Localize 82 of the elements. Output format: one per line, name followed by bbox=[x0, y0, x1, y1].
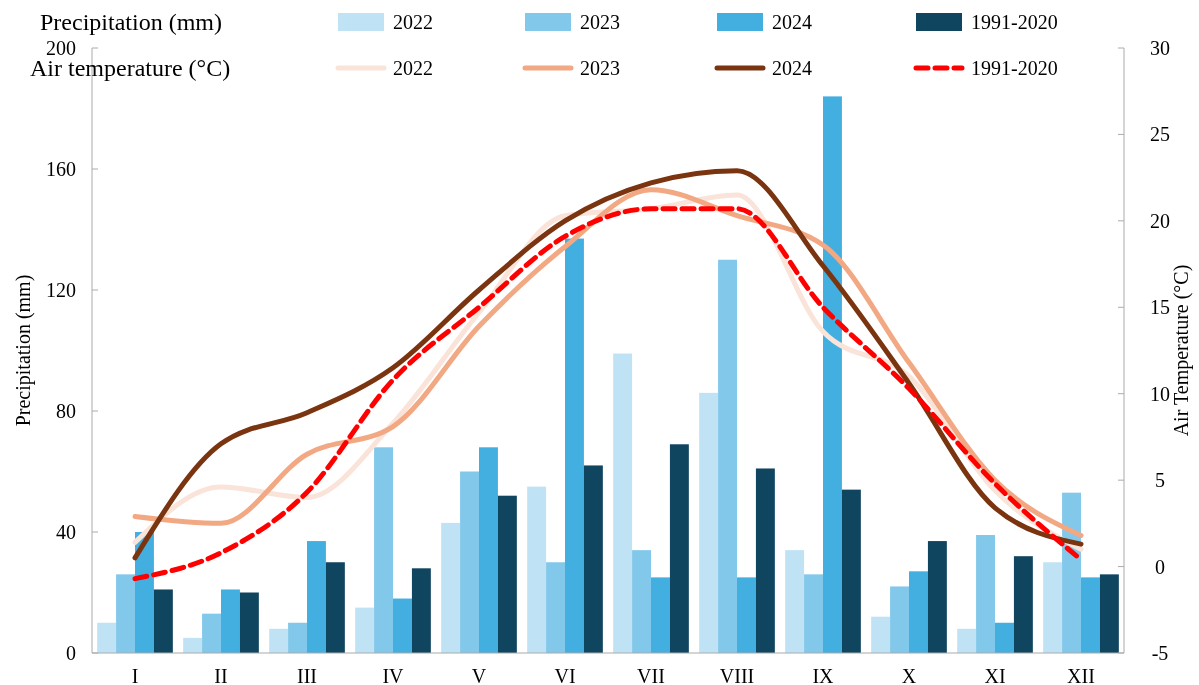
bar bbox=[823, 96, 842, 653]
bar bbox=[288, 622, 307, 653]
bar bbox=[927, 541, 947, 653]
bar bbox=[355, 607, 375, 653]
bar bbox=[479, 447, 498, 653]
y2-tick-label: 5 bbox=[1155, 469, 1165, 492]
y-tick-label: 0 bbox=[66, 642, 76, 664]
legend-label: 2022 bbox=[393, 11, 433, 33]
bar bbox=[785, 550, 805, 653]
bar bbox=[699, 392, 719, 653]
legend-label: 2024 bbox=[772, 11, 812, 33]
bar bbox=[718, 259, 737, 653]
bar bbox=[497, 495, 517, 653]
bar bbox=[202, 613, 221, 653]
x-tick-label: I bbox=[131, 665, 139, 685]
bar bbox=[527, 486, 547, 653]
x-tick-label: XII bbox=[1067, 665, 1095, 685]
bar bbox=[374, 447, 393, 653]
y2-tick-label: 15 bbox=[1150, 296, 1170, 319]
bar bbox=[546, 562, 565, 653]
bar bbox=[737, 577, 756, 653]
legend-label: 2023 bbox=[580, 57, 620, 79]
bar bbox=[755, 468, 775, 653]
bar bbox=[669, 444, 689, 653]
bar bbox=[995, 622, 1014, 653]
y2-tick-label: 20 bbox=[1150, 209, 1170, 232]
x-tick-label: VIII bbox=[719, 665, 755, 685]
y-axis-title: Precipitation (mm) bbox=[12, 274, 35, 427]
bar bbox=[890, 586, 909, 653]
bar bbox=[565, 238, 584, 653]
text: Precipitation (mm) bbox=[40, 9, 222, 36]
bar bbox=[269, 628, 289, 653]
y-tick-label: 160 bbox=[46, 158, 76, 180]
y2-tick-label: 10 bbox=[1150, 382, 1170, 405]
bar bbox=[957, 628, 977, 653]
bar bbox=[153, 589, 173, 653]
y2-tick-label: 30 bbox=[1150, 37, 1170, 59]
x-tick-label: IX bbox=[812, 665, 835, 685]
x-tick-label: VII bbox=[637, 665, 665, 685]
bar bbox=[307, 541, 326, 653]
bar bbox=[1013, 556, 1033, 653]
x-tick-label: V bbox=[471, 665, 487, 685]
bar bbox=[441, 522, 461, 653]
bar bbox=[221, 589, 240, 653]
bar bbox=[1099, 574, 1119, 653]
bar bbox=[651, 577, 670, 653]
legend-label: 2024 bbox=[772, 57, 812, 79]
legend-label: 2022 bbox=[393, 57, 433, 79]
bar bbox=[460, 471, 479, 653]
y-tick-label: 80 bbox=[56, 400, 76, 422]
bar bbox=[613, 353, 633, 653]
bar bbox=[909, 571, 928, 653]
x-tick-label: III bbox=[297, 665, 317, 685]
bar bbox=[804, 574, 823, 653]
x-tick-label: IV bbox=[382, 665, 405, 685]
y-tick-label: 120 bbox=[46, 279, 76, 301]
legend-label: 2023 bbox=[580, 11, 620, 33]
bar bbox=[183, 637, 203, 653]
bar bbox=[116, 574, 135, 653]
bar bbox=[1043, 562, 1063, 653]
y2-tick-label: 0 bbox=[1155, 555, 1165, 578]
x-tick-label: VI bbox=[554, 665, 576, 685]
bar bbox=[583, 465, 603, 653]
y2-tick-label: 25 bbox=[1150, 123, 1170, 146]
x-tick-label: XI bbox=[984, 665, 1006, 685]
bar bbox=[97, 622, 117, 653]
y2-axis-title: Air Temperature (°C) bbox=[1170, 264, 1193, 437]
bar bbox=[1081, 577, 1100, 653]
bar bbox=[325, 562, 345, 653]
bar bbox=[976, 535, 995, 653]
bar bbox=[239, 592, 259, 653]
bar bbox=[393, 598, 412, 653]
x-tick-label: X bbox=[901, 665, 917, 685]
y2-tick-label: -5 bbox=[1151, 642, 1169, 664]
bar bbox=[871, 616, 891, 653]
x-tick-label: II bbox=[214, 665, 228, 685]
y-tick-label: 40 bbox=[56, 521, 76, 543]
bar bbox=[841, 489, 861, 653]
bar bbox=[411, 568, 431, 653]
legend-label: 1991-2020 bbox=[971, 11, 1058, 33]
legend-label: 1991-2020 bbox=[971, 57, 1058, 79]
bar bbox=[632, 550, 651, 653]
